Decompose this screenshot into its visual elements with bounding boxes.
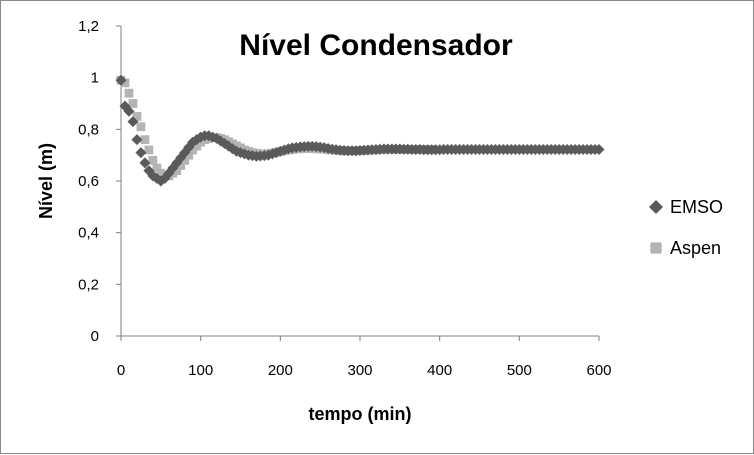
y-tick-label: 1 [91,70,99,87]
x-tick-label: 200 [268,362,293,379]
x-tick-label: 600 [586,362,611,379]
y-tick-label: 0,4 [78,225,99,242]
y-tick-label: 1,2 [78,18,99,35]
x-tick-label: 0 [117,362,125,379]
data-point-aspen [148,155,158,165]
data-point-aspen [128,99,138,108]
data-point-aspen [176,161,186,170]
data-point-aspen [172,166,182,176]
data-point-aspen [144,145,154,155]
data-point-emso [127,116,139,128]
data-point-emso [593,143,605,155]
series-layer [115,74,605,187]
data-point-aspen [132,112,142,121]
data-point-aspen [124,88,134,98]
data-point-emso [139,157,151,169]
tick-labels: 0 0,2 0,4 0,6 0,8 1 1,2 0 100 200 300 400 500 600 [78,18,611,379]
y-tick-label: 0,8 [78,121,99,138]
x-tick-label: 100 [188,362,213,379]
chart-title: Nível Condensador [239,29,513,62]
series-aspen [116,75,437,181]
data-point-aspen [180,155,190,165]
legend-label-emso: EMSO [670,197,723,217]
y-tick-label: 0 [91,328,99,345]
legend-marker-emso [649,200,663,214]
data-point-emso [123,105,135,117]
y-tick-label: 0,6 [78,173,99,190]
data-point-emso [119,100,131,112]
legend-marker-aspen [650,242,662,254]
ticks [116,25,600,341]
data-point-emso [131,134,143,146]
legend: EMSO Aspen [649,197,723,258]
data-point-aspen [140,135,150,145]
data-point-emso [135,147,147,159]
x-tick-label: 400 [427,362,452,379]
data-point-aspen [120,78,130,88]
data-point-aspen [152,163,162,173]
x-tick-label: 500 [507,362,532,379]
x-axis-title: tempo (min) [309,404,412,424]
x-tick-label: 300 [347,362,372,379]
data-point-aspen [136,122,146,132]
axes [120,26,599,337]
y-tick-label: 0,2 [78,276,99,293]
legend-label-aspen: Aspen [670,238,721,258]
y-axis-title: Nível (m) [36,143,56,219]
data-point-emso [115,74,127,86]
data-point-aspen [184,150,194,160]
series-emso [115,74,605,187]
